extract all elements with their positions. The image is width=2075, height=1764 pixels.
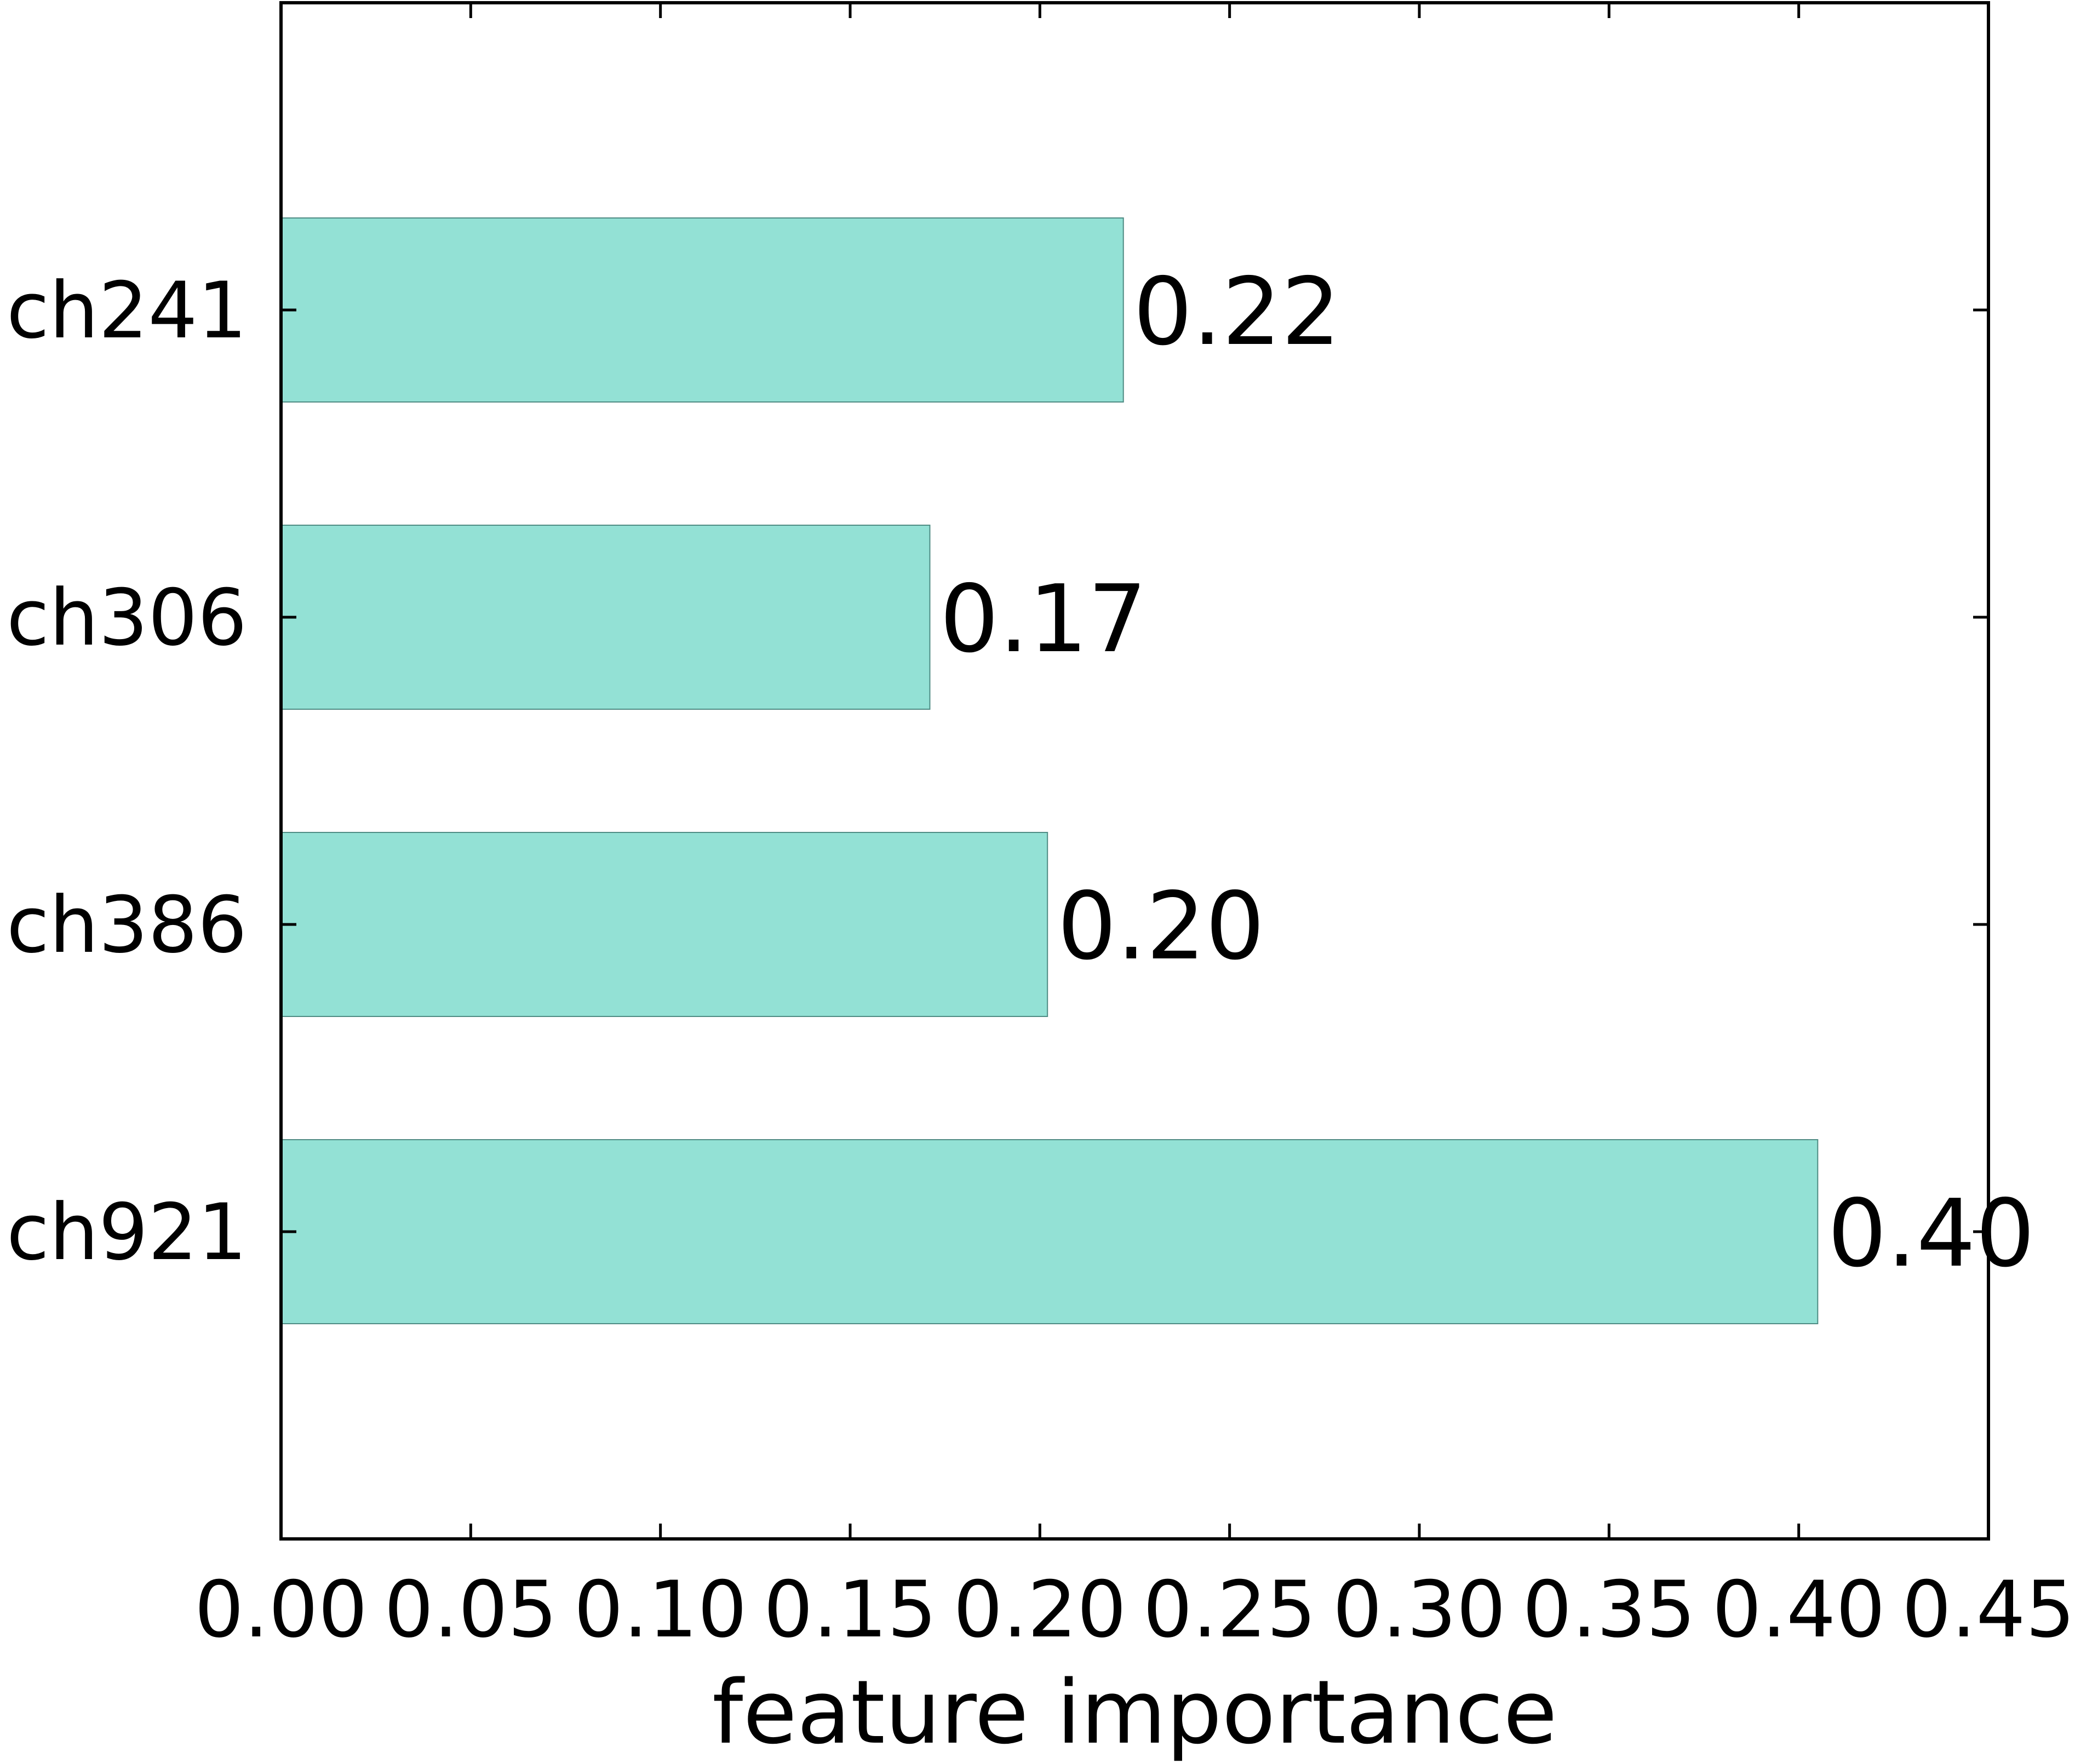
x-tick-label: 0.20 bbox=[953, 1565, 1126, 1655]
bar-ch386 bbox=[280, 832, 1048, 1017]
x-tick-label: 0.35 bbox=[1522, 1565, 1695, 1655]
category-label: ch386 bbox=[7, 880, 247, 970]
x-tick-label: 0.25 bbox=[1143, 1565, 1316, 1655]
value-label: 0.22 bbox=[1133, 258, 1341, 366]
value-label: 0.17 bbox=[939, 565, 1147, 674]
value-labels-group: 0.22 0.17 0.20 0.40 bbox=[939, 258, 2034, 1288]
bar-ch306 bbox=[280, 525, 931, 710]
value-label: 0.20 bbox=[1057, 872, 1265, 981]
category-label: ch921 bbox=[7, 1187, 247, 1278]
ticks-group bbox=[279, 3, 1990, 1539]
x-tick-labels-group: 0.00 0.05 0.10 0.15 0.20 0.25 0.30 0.35 0.40 0.45 bbox=[194, 1565, 2075, 1655]
x-tick-label: 0.30 bbox=[1333, 1565, 1506, 1655]
category-label: ch241 bbox=[7, 266, 247, 356]
bar-ch241 bbox=[280, 217, 1124, 403]
bar-ch921 bbox=[280, 1139, 1819, 1324]
category-label: ch306 bbox=[7, 573, 247, 663]
x-tick-label: 0.00 bbox=[194, 1565, 368, 1655]
x-axis-title: feature importance bbox=[712, 1661, 1557, 1763]
x-tick-label: 0.45 bbox=[1902, 1565, 2075, 1655]
value-label: 0.40 bbox=[1827, 1180, 2035, 1288]
x-tick-label: 0.05 bbox=[384, 1565, 557, 1655]
category-labels-group: ch241 ch306 ch386 ch921 bbox=[7, 266, 247, 1278]
plot-frame bbox=[279, 1, 1990, 1541]
x-tick-label: 0.10 bbox=[574, 1565, 747, 1655]
bars-group bbox=[280, 217, 1819, 1324]
x-tick-label: 0.40 bbox=[1712, 1565, 1885, 1655]
x-tick-label: 0.15 bbox=[764, 1565, 937, 1655]
